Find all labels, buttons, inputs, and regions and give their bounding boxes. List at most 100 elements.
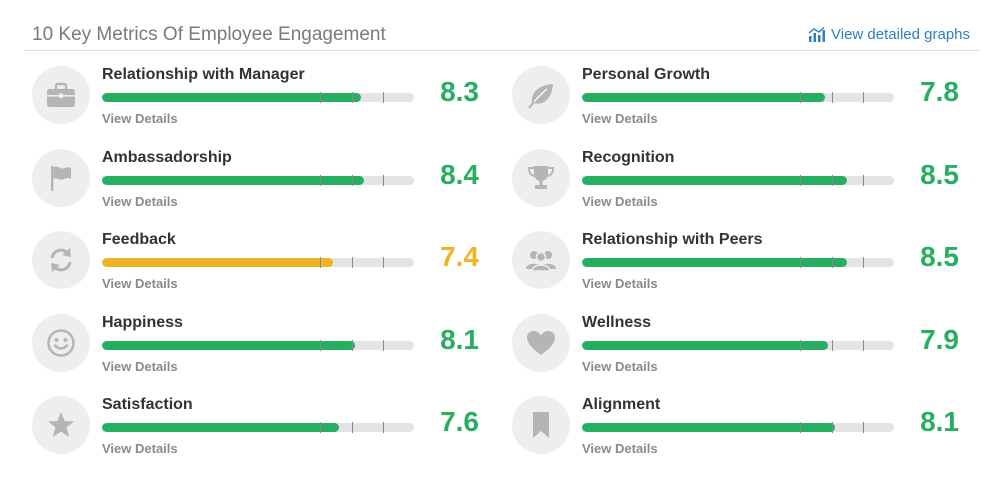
view-details-link[interactable]: View Details	[582, 276, 658, 291]
metric-label: Recognition	[582, 148, 675, 166]
metric-progress-bar	[582, 258, 894, 267]
flag-icon	[32, 148, 90, 207]
metric-score: 8.5	[920, 241, 959, 272]
metric-progress-bar	[582, 423, 894, 432]
metric-card: Alignment View Details 8.1	[504, 392, 959, 472]
benchmark-tick	[862, 174, 864, 186]
star-icon	[32, 396, 90, 454]
metric-progress-bar	[102, 423, 414, 432]
benchmark-tick	[831, 422, 833, 433]
benchmark-tick	[862, 257, 864, 268]
view-details-link[interactable]: View Details	[102, 441, 178, 456]
benchmark-tick	[382, 257, 384, 268]
metric-card: Personal Growth View Details 7.8	[504, 62, 959, 142]
metric-progress-fill	[102, 258, 333, 267]
view-details-link[interactable]: View Details	[102, 276, 178, 291]
metric-card: Relationship with Peers View Details 8.5	[504, 227, 959, 307]
view-details-link[interactable]: View Details	[102, 193, 178, 209]
benchmark-tick	[800, 174, 802, 186]
metric-score: 8.4	[440, 158, 479, 190]
view-details-link[interactable]: View Details	[102, 111, 178, 126]
benchmark-tick	[831, 92, 833, 103]
metric-score: 8.1	[440, 323, 479, 355]
view-detailed-graphs-label: View detailed graphs	[831, 26, 970, 43]
benchmark-tick	[320, 92, 322, 103]
metric-score: 8.3	[440, 76, 479, 107]
metric-card: Wellness View Details 7.9	[504, 310, 959, 390]
metric-label: Personal Growth	[582, 66, 711, 83]
benchmark-tick	[862, 92, 864, 103]
benchmark-tick	[800, 339, 802, 351]
benchmark-tick	[831, 257, 833, 268]
metric-score: 7.4	[440, 241, 479, 272]
benchmark-tick	[351, 257, 353, 268]
metric-label: Happiness	[102, 313, 183, 331]
metric-score: 7.6	[440, 406, 479, 437]
metric-score: 7.9	[920, 323, 959, 355]
benchmark-tick	[351, 422, 353, 433]
benchmark-tick	[351, 339, 353, 351]
benchmark-tick	[351, 92, 353, 103]
view-details-link[interactable]: View Details	[102, 358, 178, 374]
benchmark-tick	[831, 174, 833, 186]
benchmark-tick	[351, 174, 353, 186]
metric-progress-bar	[102, 93, 414, 102]
benchmark-tick	[382, 422, 384, 433]
benchmark-tick	[800, 92, 802, 103]
chart-icon	[808, 27, 826, 42]
bookmark-icon	[512, 396, 570, 454]
benchmark-tick	[382, 174, 384, 186]
metric-progress-fill	[582, 340, 829, 350]
benchmark-tick	[320, 422, 322, 433]
metric-card: Recognition View Details 8.5	[504, 145, 959, 225]
refresh-icon	[32, 231, 90, 289]
metric-progress-fill	[582, 258, 848, 267]
metric-progress-fill	[582, 423, 835, 432]
metric-card: Feedback View Details 7.4	[24, 227, 479, 307]
section-header: 10 Key Metrics Of Employee Engagement Vi…	[24, 18, 980, 51]
metric-card: Happiness View Details 8.1	[24, 310, 479, 390]
metric-label: Wellness	[582, 313, 652, 331]
metric-card: Satisfaction View Details 7.6	[24, 392, 479, 472]
view-details-link[interactable]: View Details	[582, 358, 658, 374]
briefcase-icon	[32, 66, 90, 124]
metric-card: Ambassadorship View Details 8.4	[24, 145, 479, 225]
benchmark-tick	[320, 257, 322, 268]
metric-progress-fill	[102, 175, 365, 185]
metric-label: Ambassadorship	[102, 148, 232, 166]
metric-label: Relationship with Manager	[102, 66, 305, 83]
benchmark-tick	[800, 257, 802, 268]
metric-progress-fill	[582, 93, 826, 102]
view-details-link[interactable]: View Details	[582, 193, 658, 209]
view-details-link[interactable]: View Details	[582, 441, 658, 456]
leaf-icon	[512, 66, 570, 124]
metric-label: Relationship with Peers	[582, 231, 763, 248]
metric-progress-fill	[102, 93, 361, 102]
benchmark-tick	[831, 339, 833, 351]
page-title: 10 Key Metrics Of Employee Engagement	[32, 24, 386, 45]
metric-progress-bar	[102, 340, 414, 350]
people-icon	[512, 231, 570, 289]
metric-progress-fill	[582, 175, 848, 185]
benchmark-tick	[862, 422, 864, 433]
benchmark-tick	[800, 422, 802, 433]
metric-progress-bar	[102, 175, 414, 185]
heart-icon	[512, 313, 570, 372]
metric-progress-bar	[102, 258, 414, 267]
metric-score: 7.8	[920, 76, 959, 107]
benchmark-tick	[862, 339, 864, 351]
smiley-icon	[32, 313, 90, 372]
metric-score: 8.5	[920, 158, 959, 190]
metric-progress-bar	[582, 340, 894, 350]
benchmark-tick	[320, 174, 322, 186]
metric-progress-fill	[102, 423, 340, 432]
benchmark-tick	[320, 339, 322, 351]
view-details-link[interactable]: View Details	[582, 111, 658, 126]
metric-progress-bar	[582, 93, 894, 102]
benchmark-tick	[382, 339, 384, 351]
metric-progress-bar	[582, 175, 894, 185]
metric-label: Satisfaction	[102, 396, 193, 413]
metric-label: Feedback	[102, 231, 176, 248]
view-detailed-graphs-link[interactable]: View detailed graphs	[808, 26, 970, 43]
benchmark-tick	[382, 92, 384, 103]
